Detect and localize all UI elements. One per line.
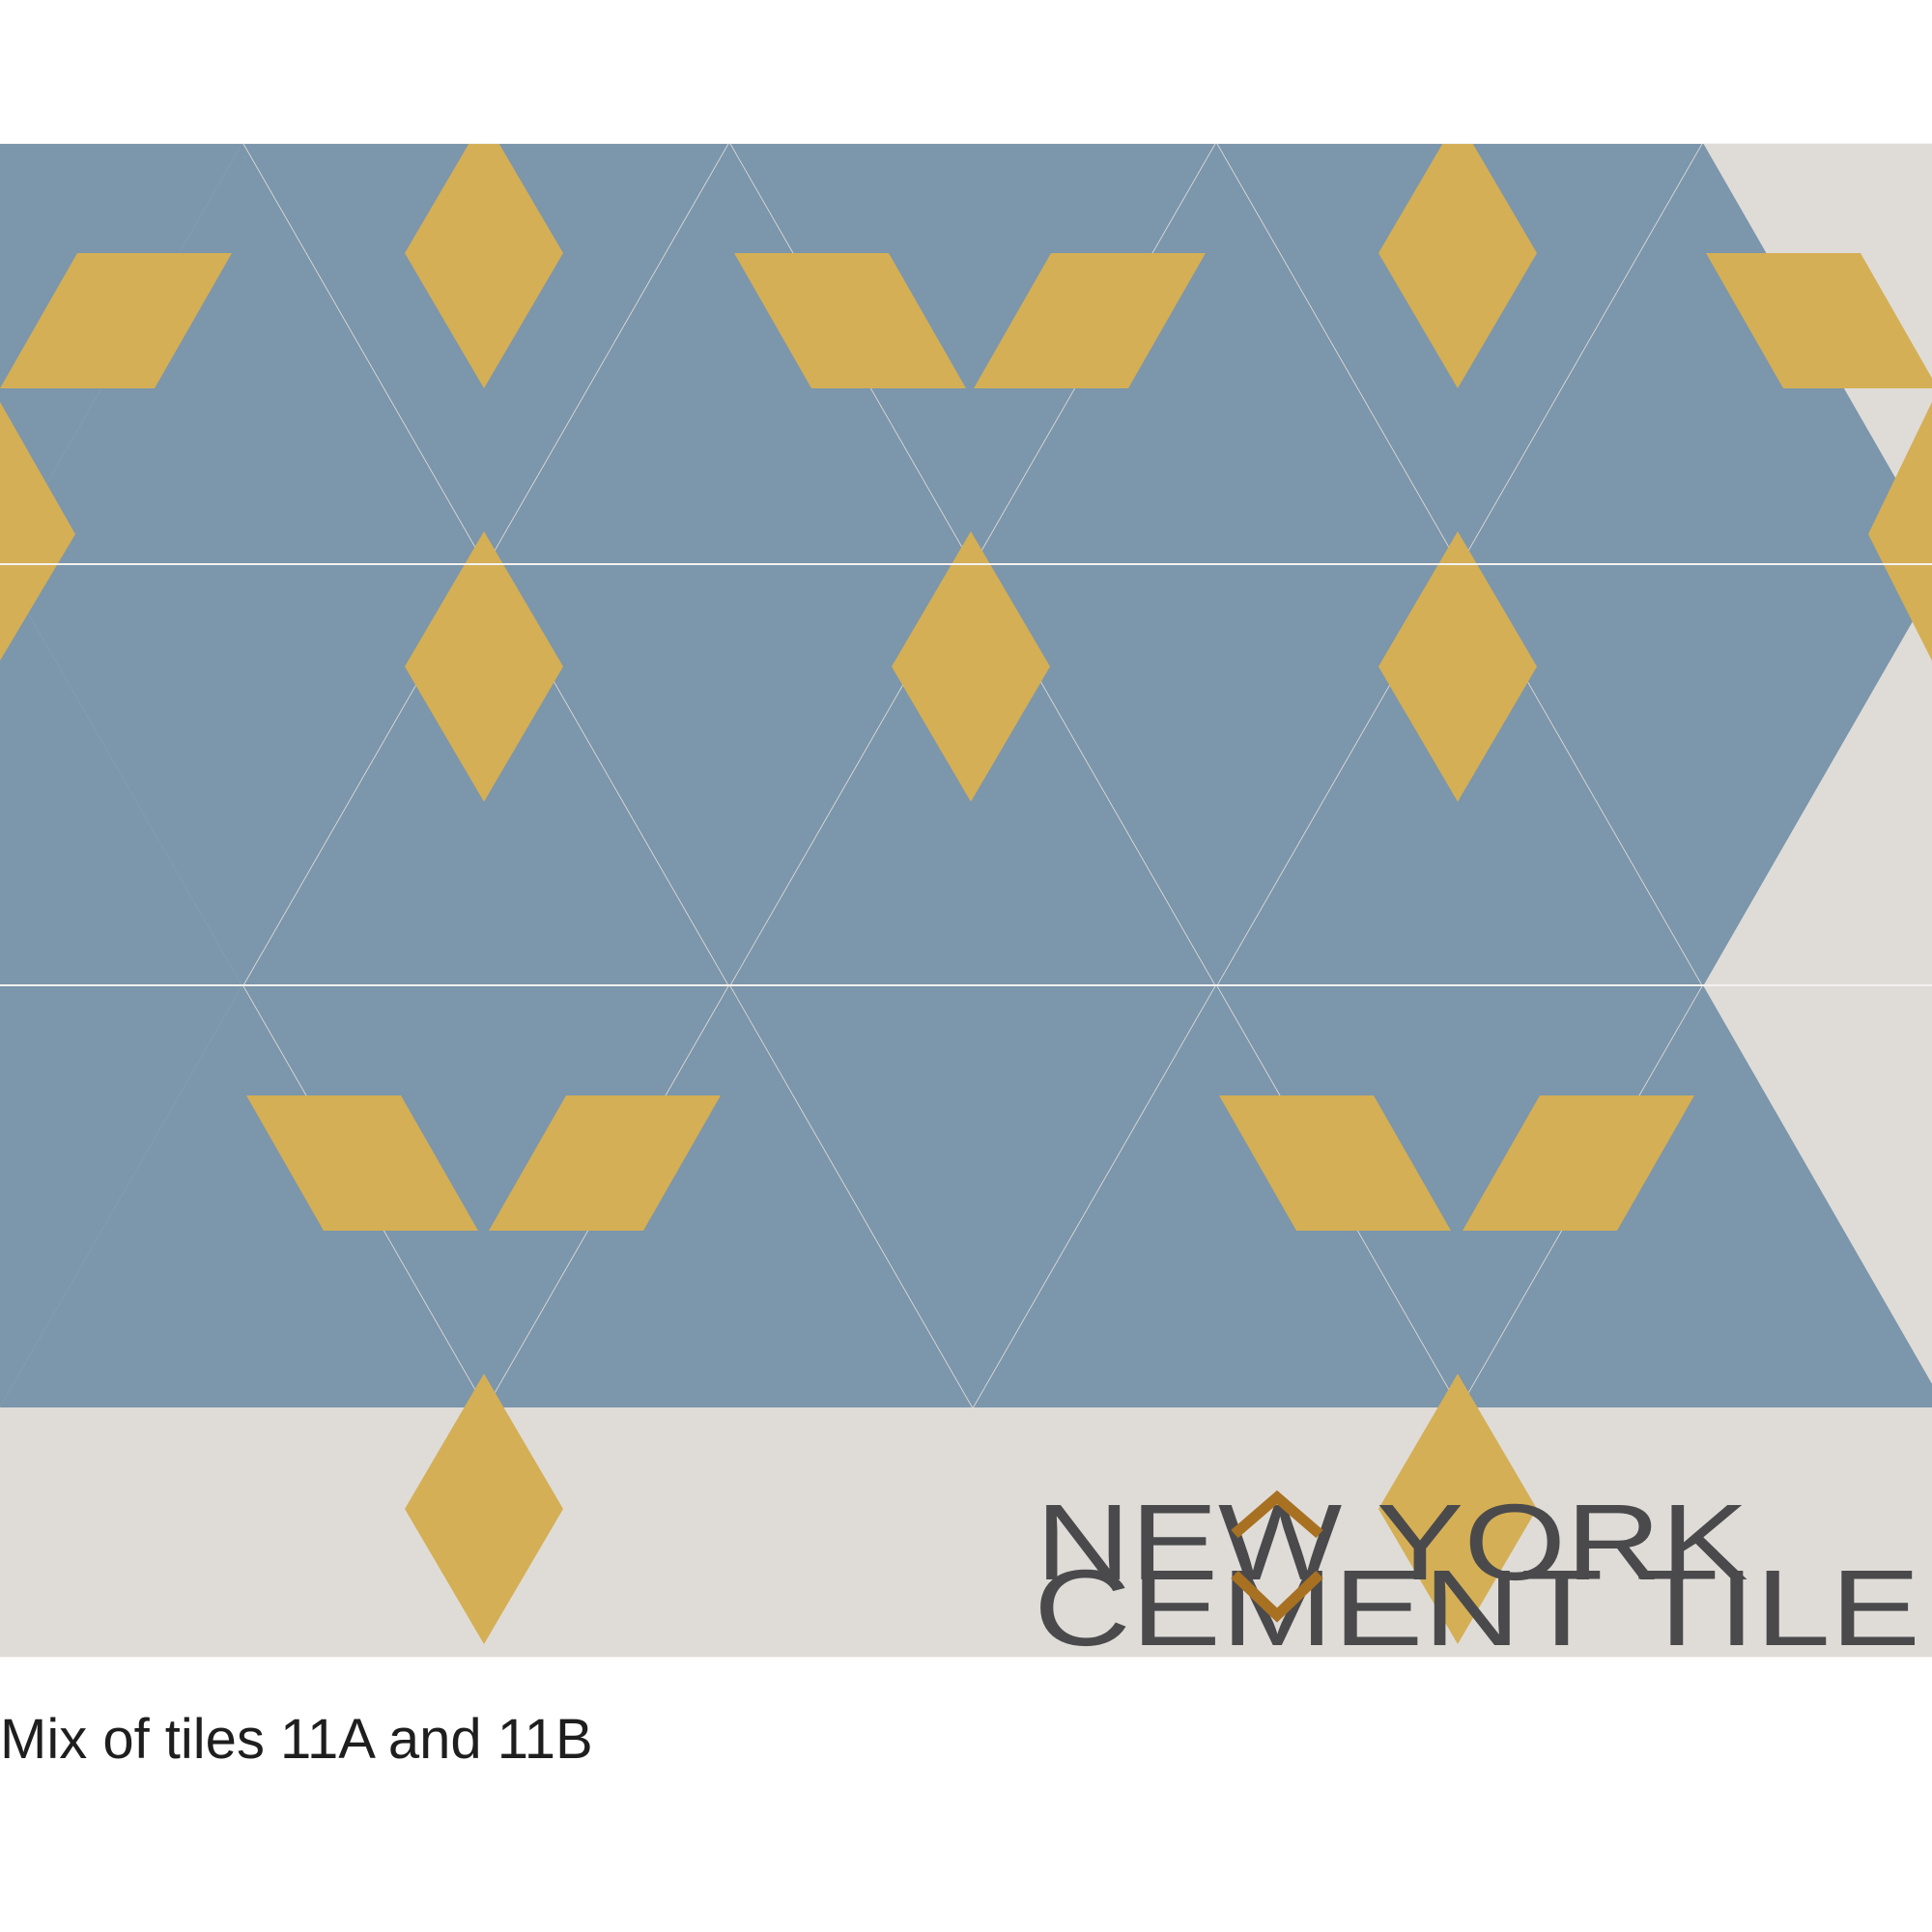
new-york-cement-tile-logo: NEW YORK CEMENT TILE <box>1034 1482 1920 1658</box>
triangle-r2-c5 <box>974 985 1459 1407</box>
tile-pattern: NEW YORK CEMENT TILE <box>0 143 1932 1658</box>
logo-house-valley-icon <box>1231 1571 1323 1623</box>
triangle-r0-c5 <box>974 143 1459 565</box>
gold-bar-r3-3 <box>1219 1095 1451 1231</box>
gold-diamond-r4-2 <box>1378 1374 1537 1644</box>
gold-diamond-r2-edge-left <box>0 402 75 661</box>
logo-house-roof-icon <box>1231 1490 1323 1539</box>
triangle-r0-c3 <box>487 143 972 565</box>
triangle-r0-c1 <box>0 143 485 565</box>
gold-bar-r1-2 <box>734 253 966 388</box>
gold-bar-r1-3 <box>974 253 1206 388</box>
gold-diamond-r1-1 <box>405 143 563 388</box>
logo-line-1: NEW YORK <box>1036 1482 1748 1603</box>
triangle-r1-c1 <box>0 564 485 986</box>
triangle-r0-c4 <box>730 143 1215 565</box>
gold-bar-r3-1 <box>246 1095 478 1231</box>
triangle-r0-c7 <box>1461 143 1932 565</box>
tile-grid <box>0 143 1932 1658</box>
triangle-r2-c7 <box>1461 985 1932 1407</box>
triangle-r2-c2 <box>243 985 728 1407</box>
triangle-r1-c3 <box>487 564 972 986</box>
gold-diamond-r2-edge-right <box>1868 402 1932 661</box>
gold-bar-r1-4 <box>1706 253 1932 388</box>
gold-bar-r3-2 <box>489 1095 721 1231</box>
gold-bar-r3-4 <box>1463 1095 1694 1231</box>
gold-diamond-r2-1 <box>405 531 563 802</box>
caption: Mix of tiles 11A and 11B <box>0 1708 593 1771</box>
triangle-r1-c7 <box>1461 564 1932 986</box>
gold-diamond-r2-3 <box>1378 531 1537 802</box>
triangle-r2-c3 <box>487 985 972 1407</box>
triangle-r2-c4 <box>730 985 1215 1407</box>
gold-diamond-r2-2 <box>892 531 1050 802</box>
logo-line-2: CEMENT TILE <box>1034 1548 1920 1658</box>
triangle-r2-c6 <box>1217 985 1702 1407</box>
triangle-r2-c1 <box>0 985 485 1407</box>
triangle-r1-c5 <box>974 564 1459 986</box>
gold-diamond-r1-2 <box>1378 143 1537 388</box>
gold-diamond-r4-1 <box>405 1374 563 1644</box>
gold-bar-r1-1 <box>0 253 232 388</box>
